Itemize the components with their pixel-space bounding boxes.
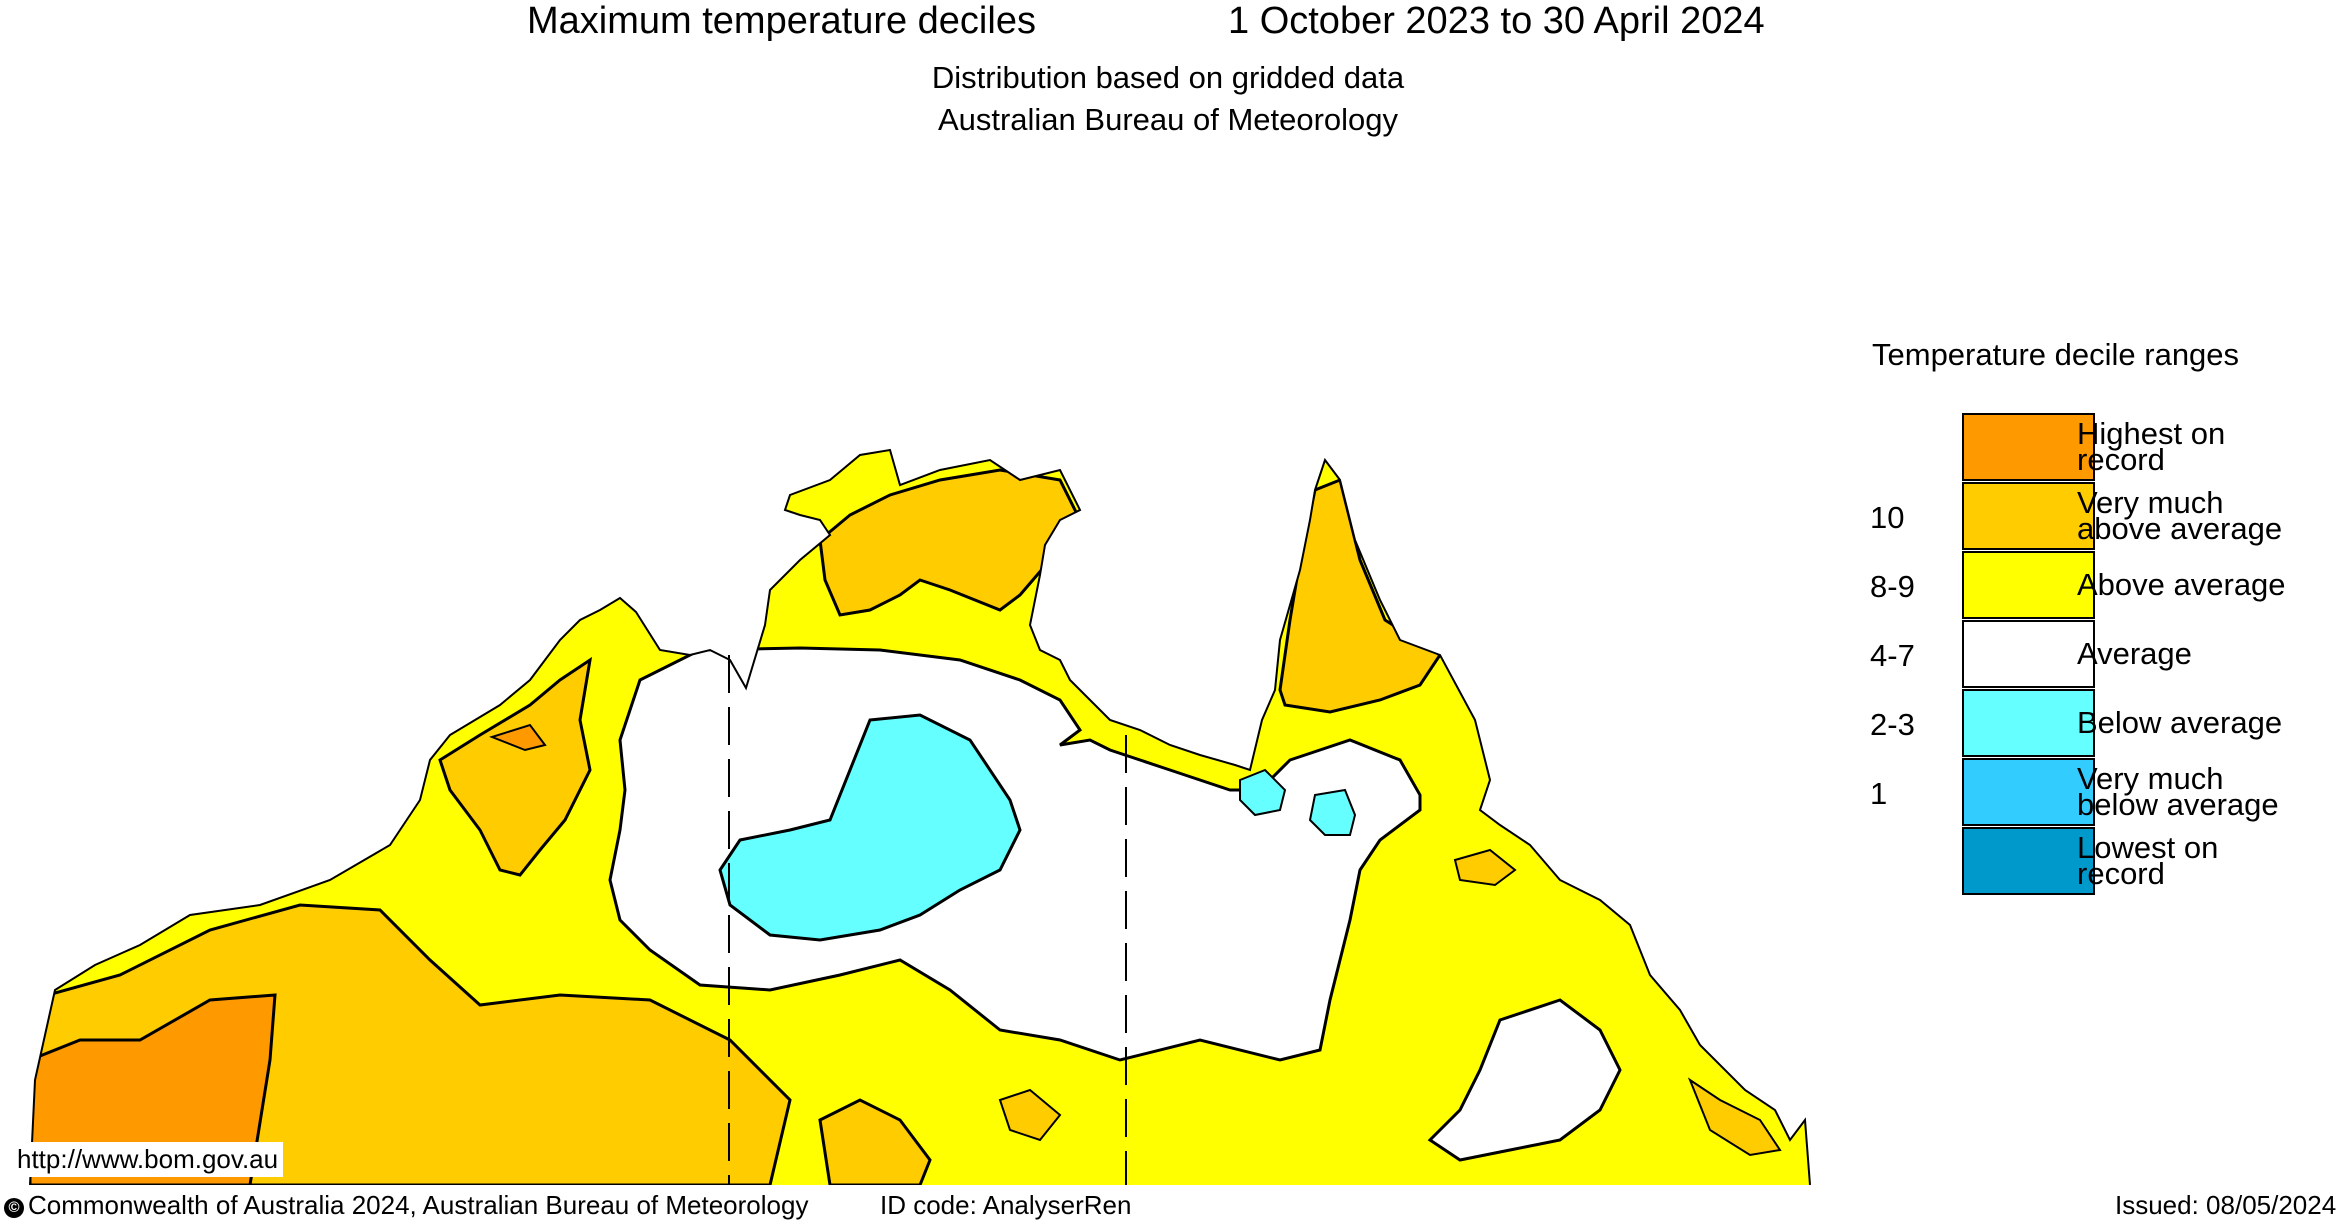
legend-label: Very much below average: [2077, 761, 2336, 822]
issued-date: Issued: 08/05/2024: [2115, 1190, 2336, 1220]
legend-label: Above average: [2077, 567, 2286, 602]
legend-label: Lowest on record: [2077, 830, 2336, 891]
legend-decile: 1: [1870, 776, 1888, 811]
legend-decile: 8-9: [1870, 569, 1915, 604]
map-subtitle-agency: Australian Bureau of Meteorology: [937, 102, 1399, 137]
legend-label-line: Very much: [2077, 761, 2224, 796]
legend-decile: 2-3: [1870, 707, 1915, 742]
legend-label-line: Lowest on: [2077, 830, 2219, 865]
legend-label-line: below average: [2077, 787, 2279, 822]
copyright-icon: ©: [4, 1198, 24, 1218]
land-fill: [30, 450, 1810, 1185]
legend-decile: 4-7: [1870, 638, 1915, 673]
legend-label-line: Very much: [2077, 485, 2224, 520]
map-title: Maximum temperature deciles: [527, 0, 1036, 42]
legend-swatch: [1962, 758, 2095, 826]
legend-swatch: [1962, 482, 2095, 550]
legend-label: Average: [2077, 636, 2192, 671]
copyright-footer: © Commonwealth of Australia 2024, Austral…: [4, 1190, 808, 1221]
legend-swatch: [1962, 827, 2095, 895]
map-period: 1 October 2023 to 30 April 2024: [1228, 0, 1765, 42]
legend-swatch: [1962, 413, 2095, 481]
map-subtitle-distribution: Distribution based on gridded data: [931, 60, 1405, 95]
legend-label-line: record: [2077, 856, 2165, 891]
copyright-text: Commonwealth of Australia 2024, Australi…: [28, 1190, 809, 1220]
legend-title: Temperature decile ranges: [1872, 337, 2240, 372]
legend-label-line: above average: [2077, 511, 2283, 546]
legend-swatch: [1962, 620, 2095, 688]
legend-swatch: [1962, 551, 2095, 619]
id-code: ID code: AnalyserRen: [880, 1190, 1132, 1220]
legend-label: Very much above average: [2077, 485, 2336, 546]
legend-label: Highest on record: [2077, 416, 2336, 477]
legend-label: Below average: [2077, 705, 2283, 740]
legend-label-line: record: [2077, 442, 2165, 477]
source-url[interactable]: http://www.bom.gov.au: [12, 1142, 284, 1177]
legend-label-line: Highest on: [2077, 416, 2226, 451]
legend-decile: 10: [1870, 500, 1905, 535]
legend-swatch: [1962, 689, 2095, 757]
